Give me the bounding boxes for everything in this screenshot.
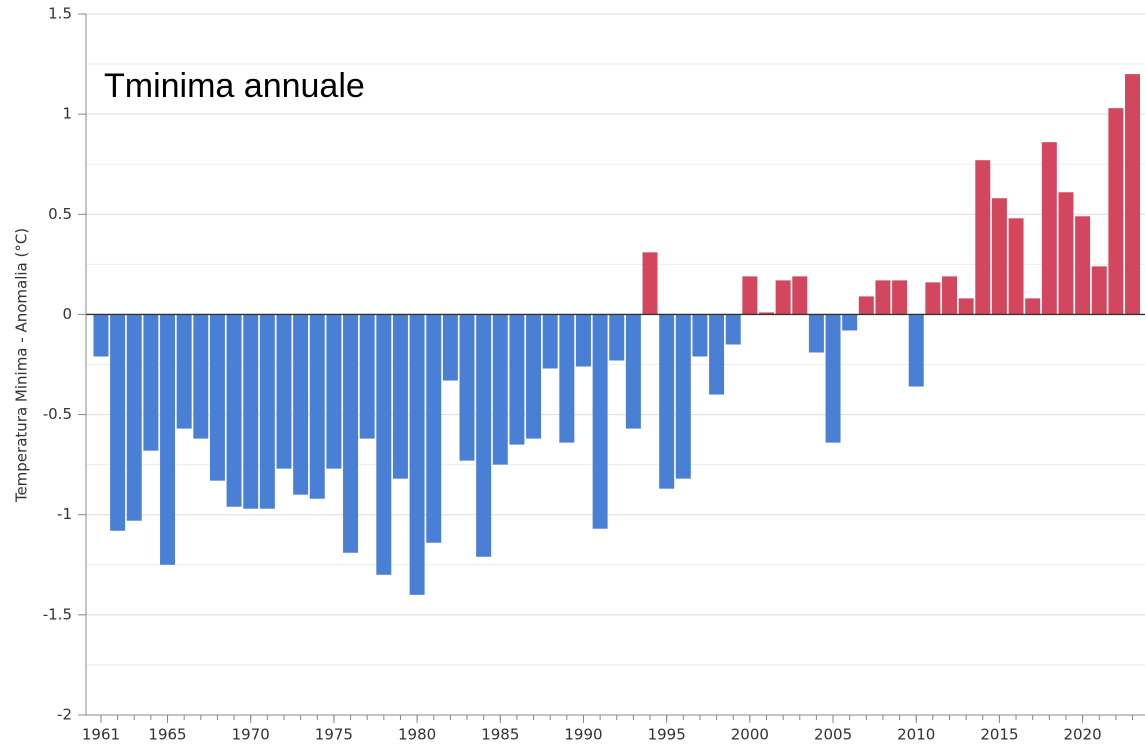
y-axis-label: Temperatura Minima - Anomalia (°C) <box>13 228 31 503</box>
bar <box>276 314 292 469</box>
x-tick-label: 2000 <box>731 726 769 744</box>
bar <box>825 314 841 443</box>
bar <box>1058 192 1074 315</box>
bar <box>259 314 275 509</box>
bar <box>892 280 908 315</box>
bar <box>343 314 359 553</box>
bar <box>526 314 542 439</box>
bar <box>409 314 425 595</box>
bar <box>376 314 392 575</box>
bar <box>209 314 225 481</box>
x-tick-label: 2015 <box>980 726 1018 744</box>
y-tick-label: -1 <box>57 505 72 523</box>
bar <box>193 314 209 439</box>
bar <box>226 314 242 507</box>
bar <box>742 276 758 315</box>
y-tick-label: 0 <box>62 305 72 323</box>
bar <box>293 314 309 495</box>
bar <box>243 314 259 509</box>
bar <box>1025 298 1041 315</box>
x-tick-label: 1965 <box>148 726 186 744</box>
bar <box>426 314 442 543</box>
x-tick-label: 1961 <box>82 726 120 744</box>
bar <box>659 314 675 489</box>
x-tick-label: 2020 <box>1064 726 1102 744</box>
bar <box>492 314 508 465</box>
bar <box>808 314 824 353</box>
bar <box>759 312 774 315</box>
bar <box>692 314 708 357</box>
y-tick-label: 1.5 <box>48 5 72 23</box>
y-tick-label: -2 <box>57 706 72 724</box>
bar <box>476 314 492 557</box>
bar <box>309 314 325 499</box>
bar <box>1091 266 1107 315</box>
bar <box>1041 142 1057 315</box>
y-tick-label: -0.5 <box>43 405 72 423</box>
bar <box>359 314 375 439</box>
bar <box>126 314 142 521</box>
bar <box>575 314 591 367</box>
bar <box>110 314 126 531</box>
bar <box>1008 218 1024 315</box>
bar <box>725 314 741 345</box>
bar <box>991 198 1007 315</box>
bar <box>442 314 458 381</box>
bar <box>542 314 558 369</box>
bar <box>875 280 891 315</box>
bar <box>858 296 874 315</box>
bar <box>459 314 475 461</box>
bar <box>709 314 725 395</box>
y-tick-label: 0.5 <box>48 205 72 223</box>
chart-title: Tminima annuale <box>104 67 365 105</box>
x-tick-label: 1970 <box>232 726 270 744</box>
bar <box>842 314 858 331</box>
y-tick-label: 1 <box>62 105 72 123</box>
bar <box>908 314 924 387</box>
bar <box>592 314 608 529</box>
bar <box>392 314 408 479</box>
bar <box>675 314 691 479</box>
bar <box>792 276 808 315</box>
x-tick-label: 1975 <box>315 726 353 744</box>
bar <box>176 314 192 429</box>
bar <box>160 314 176 565</box>
bar <box>958 298 974 315</box>
bar <box>975 160 991 315</box>
bar <box>775 280 791 315</box>
x-tick-label: 2005 <box>814 726 852 744</box>
bar <box>143 314 159 451</box>
bar <box>609 314 625 361</box>
x-tick-label: 1980 <box>398 726 436 744</box>
x-tick-label: 2010 <box>897 726 935 744</box>
bar <box>1075 216 1091 315</box>
x-tick-label: 1995 <box>648 726 686 744</box>
bar <box>93 314 109 357</box>
bar <box>642 252 658 315</box>
bar <box>559 314 575 443</box>
bar <box>625 314 641 429</box>
y-tick-label: -1.5 <box>43 605 72 623</box>
bar <box>326 314 342 469</box>
bar <box>942 276 957 315</box>
x-tick-label: 1990 <box>564 726 602 744</box>
bar <box>925 282 941 315</box>
bar <box>1108 108 1124 315</box>
bar <box>1125 74 1141 315</box>
bar <box>509 314 525 445</box>
x-tick-label: 1985 <box>481 726 519 744</box>
